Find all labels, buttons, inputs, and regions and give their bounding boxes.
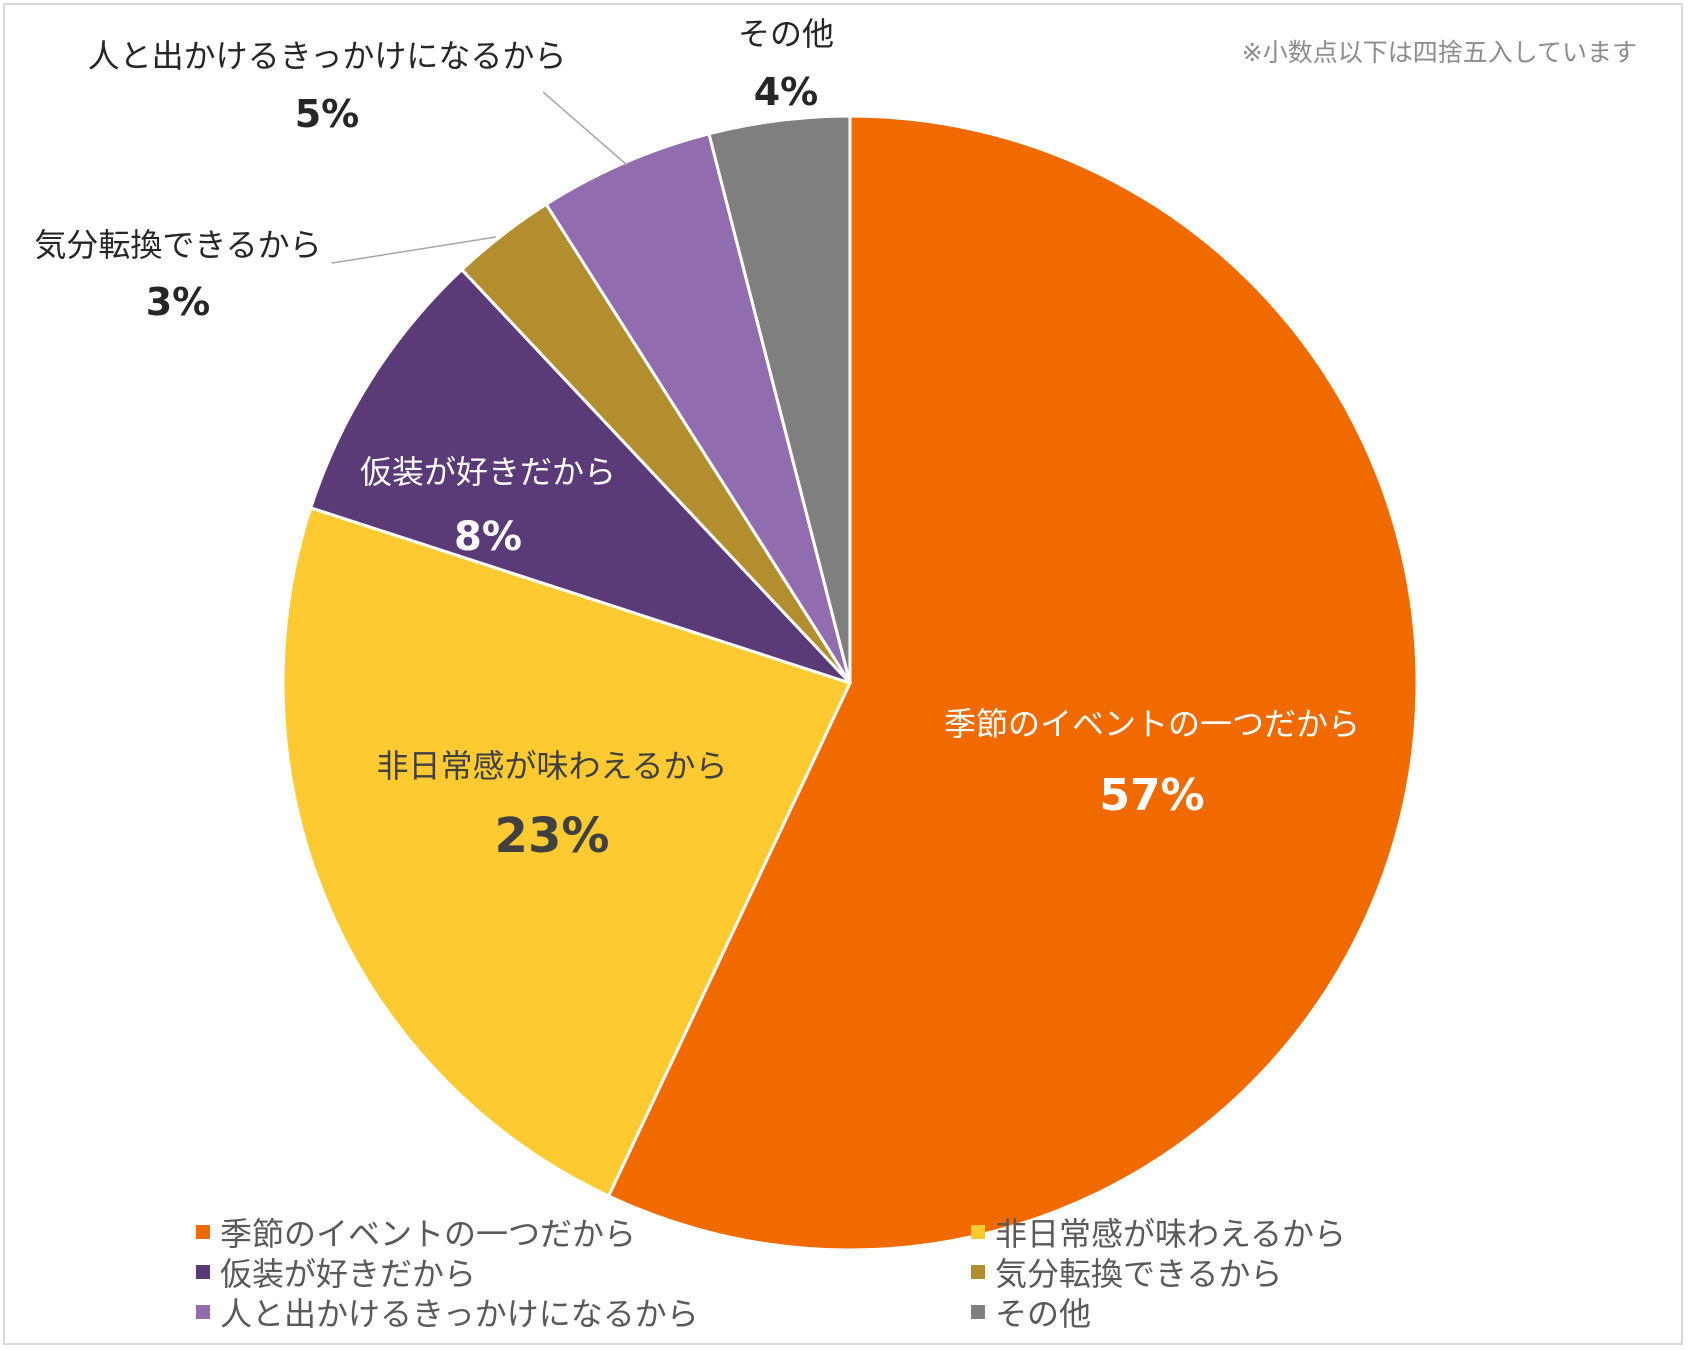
- slice-value-2: 23%: [495, 808, 610, 864]
- legend-swatch-1: [196, 1225, 210, 1239]
- slice-label-6: その他: [738, 15, 834, 53]
- leader-lines: [331, 91, 628, 264]
- legend-swatch-6: [971, 1305, 985, 1319]
- slice-value-1: 57%: [1099, 770, 1204, 821]
- slice-value-6: 4%: [754, 70, 819, 114]
- legend-label-2: 非日常感が味わえるから: [995, 1215, 1346, 1253]
- slice-label-4: 気分転換できるから: [34, 226, 321, 264]
- slice-label-5: 人と出かけるきっかけになるから: [88, 37, 567, 75]
- legend-swatch-4: [971, 1265, 985, 1279]
- pie-slice-2: [281, 505, 853, 1199]
- slice-label-1: 季節のイベントの一つだから: [944, 705, 1360, 743]
- legend-label-3: 仮装が好きだから: [220, 1255, 476, 1293]
- pie-slice-6: [707, 114, 852, 684]
- pie-slices: [281, 114, 1419, 1252]
- legend-swatch-2: [971, 1225, 985, 1239]
- slice-value-4: 3%: [146, 280, 211, 324]
- legend-label-1: 季節のイベントの一つだから: [220, 1215, 636, 1253]
- legend-swatch-3: [196, 1265, 210, 1279]
- slice-label-2: 非日常感が味わえるから: [376, 747, 727, 785]
- data-labels: 季節のイベントの一つだから 57% 非日常感が味わえるから 23% 仮装が好きだから 8%…: [34, 15, 1360, 864]
- pie-slice-3: [308, 267, 852, 685]
- rounding-note: ※小数点以下は四捨五入しています: [1242, 38, 1637, 67]
- slice-value-3: 8%: [454, 514, 522, 560]
- leader-line-4: [331, 236, 497, 264]
- legend-label-4: 気分転換できるから: [995, 1255, 1282, 1293]
- pie-slice-1: [606, 114, 1419, 1252]
- legend-label-6: その他: [995, 1295, 1091, 1333]
- slice-value-5: 5%: [295, 92, 360, 136]
- slice-label-3: 仮装が好きだから: [360, 453, 616, 491]
- legend-swatch-5: [196, 1305, 210, 1319]
- legend-label-5: 人と出かけるきっかけになるから: [220, 1295, 699, 1333]
- leader-line-5: [542, 91, 628, 166]
